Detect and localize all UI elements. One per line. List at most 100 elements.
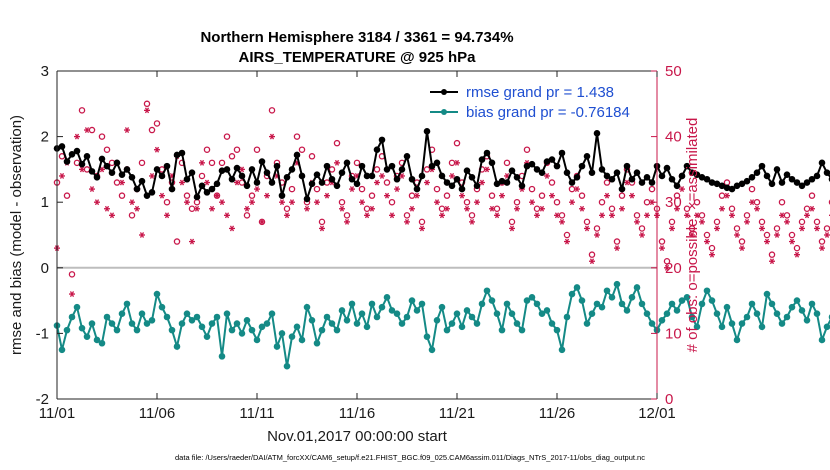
rmse-point [573, 173, 581, 181]
obs-possible-point [798, 218, 806, 226]
asterisk-stroke [239, 166, 245, 173]
rmse-point [88, 168, 96, 175]
obs-possible-point [443, 192, 451, 199]
y-tick-label: 2 [41, 129, 49, 146]
bias-point [778, 320, 786, 327]
rmse-point [228, 175, 236, 183]
asterisk-stroke [364, 212, 370, 219]
rmse-point [168, 185, 176, 193]
rmse-point [408, 175, 416, 183]
rmse-point [258, 158, 266, 165]
bias-point [738, 320, 746, 327]
obs-assimilated-point [269, 133, 275, 140]
obs-assimilated-point [534, 212, 540, 219]
bias-point [163, 313, 171, 321]
rmse-point [288, 166, 296, 173]
asterisk-stroke [199, 159, 205, 166]
bias-point [658, 316, 666, 324]
bias-point [373, 313, 381, 321]
bias-point [113, 326, 121, 334]
asterisk-stroke [439, 212, 445, 219]
obs-assimilated-point [324, 192, 330, 199]
asterisk-stroke [194, 205, 200, 212]
rmse-point [73, 147, 81, 155]
bias-point [303, 303, 311, 311]
asterisk-stroke [59, 173, 65, 179]
obs-possible-point [563, 231, 571, 239]
obs-assimilated-point [409, 205, 415, 212]
bias-point [178, 320, 186, 327]
obs-assimilated-point [184, 199, 190, 206]
rmse-point [673, 182, 681, 190]
rmse-point [183, 175, 191, 183]
x-tick-label: 12/01 [638, 405, 676, 422]
rmse-point [518, 182, 526, 190]
obs-assimilated-point [714, 225, 720, 232]
bias-point [348, 300, 356, 308]
asterisk-stroke [679, 186, 685, 193]
bias-point [438, 303, 446, 311]
rmse-point [423, 128, 431, 135]
rmse-point [548, 156, 556, 163]
asterisk-stroke [729, 212, 735, 219]
bias-point [368, 300, 376, 308]
obs-possible-point [523, 146, 531, 153]
asterisk-stroke [74, 133, 80, 140]
asterisk-stroke [704, 238, 710, 245]
bias-point [818, 336, 826, 344]
rmse-point [633, 169, 641, 176]
obs-assimilated-point [809, 205, 815, 212]
obs-assimilated-point [754, 205, 760, 212]
bias-point [593, 300, 601, 308]
rmse-point [283, 173, 291, 181]
rmse-point [188, 169, 196, 176]
obs-assimilated-point [814, 225, 820, 232]
rmse-point [738, 180, 746, 188]
rmse-point [578, 162, 586, 170]
asterisk-stroke [109, 212, 115, 219]
chart-subtitle: AIRS_TEMPERATURE @ 925 hPa [239, 49, 477, 66]
bias-point [538, 310, 546, 318]
rmse-point [108, 169, 116, 176]
rmse-point [368, 172, 376, 180]
asterisk-stroke [619, 205, 625, 212]
asterisk-stroke [104, 205, 110, 212]
asterisk-stroke [159, 192, 165, 199]
obs-possible-point [358, 185, 366, 193]
obs-assimilated-point [459, 192, 465, 199]
asterisk-stroke [444, 205, 450, 212]
bias-point [188, 316, 196, 324]
bias-point [783, 313, 791, 321]
x-tick-label: 11/21 [439, 405, 475, 422]
asterisk-stroke [494, 212, 500, 219]
asterisk-stroke [559, 218, 565, 225]
asterisk-stroke [184, 199, 190, 206]
bias-point [578, 297, 586, 304]
rmse-point [538, 169, 546, 176]
obs-assimilated-point [709, 251, 715, 258]
obs-assimilated-point [359, 199, 365, 206]
obs-assimilated-point [79, 166, 85, 173]
asterisk-stroke [319, 225, 325, 232]
asterisk-stroke [129, 199, 135, 206]
bias-point [683, 294, 691, 301]
obs-assimilated-point [304, 205, 310, 212]
bias-point [338, 307, 346, 314]
obs-assimilated-point [724, 192, 730, 199]
asterisk-stroke [454, 159, 460, 166]
asterisk-stroke [419, 225, 425, 232]
asterisk-stroke [709, 251, 715, 258]
rmse-point [453, 175, 461, 183]
bias-point [468, 313, 476, 321]
rmse-point [138, 177, 146, 185]
obs-assimilated-point [719, 205, 725, 212]
rmse-point [223, 166, 231, 173]
obs-assimilated-point [444, 205, 450, 212]
asterisk-stroke [569, 199, 575, 206]
asterisk-stroke [554, 212, 560, 219]
obs-possible-point [153, 120, 161, 127]
obs-assimilated-point [664, 264, 670, 271]
rmse-point [208, 185, 216, 193]
obs-possible-point [343, 212, 351, 219]
rmse-point [643, 173, 651, 181]
